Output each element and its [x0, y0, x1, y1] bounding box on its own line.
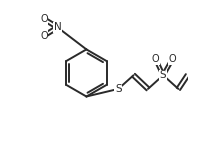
Text: N: N: [54, 22, 61, 32]
Text: S: S: [115, 84, 122, 94]
Text: O: O: [152, 54, 159, 64]
Text: O: O: [169, 54, 176, 64]
Text: O: O: [40, 14, 48, 24]
Text: O: O: [40, 31, 48, 41]
Text: S: S: [160, 70, 167, 80]
